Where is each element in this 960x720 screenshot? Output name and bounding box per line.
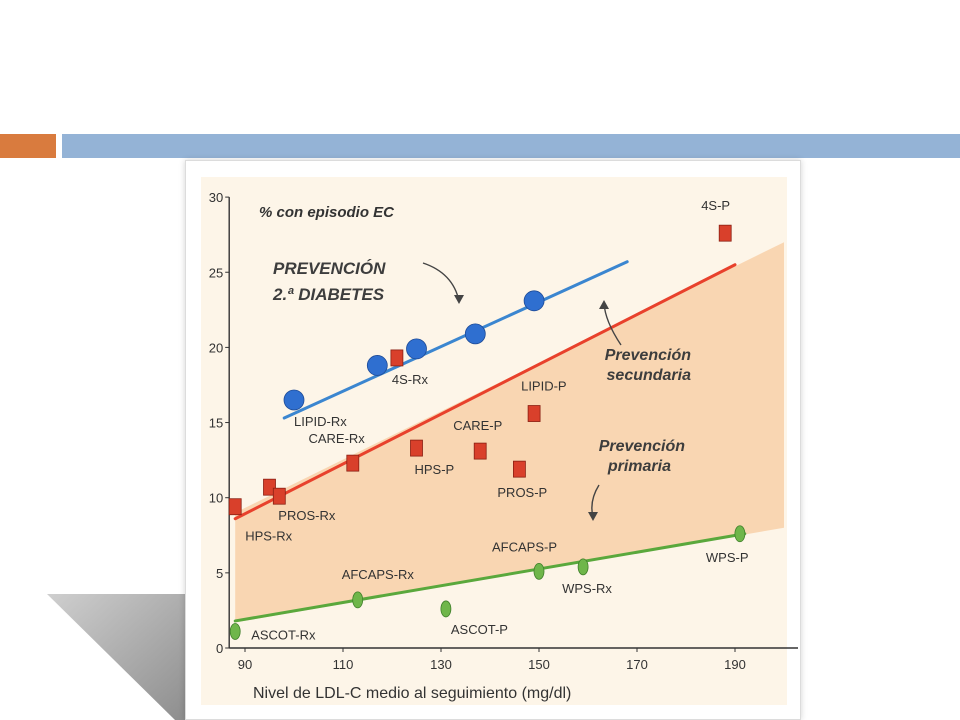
circle-marker [523,290,545,312]
point-label-ascot-rx: ASCOT-Rx [251,627,316,642]
circle-marker [464,323,486,345]
x-tick-label: 150 [528,657,550,672]
square-marker [228,498,242,516]
y-tick-label: 25 [209,265,223,280]
point-label-care-rx: CARE-Rx [308,431,365,446]
annotation-diabetes-line1: PREVENCIÓN [273,259,386,278]
annotation-secundaria-line2: secundaria [607,367,692,384]
point-label-wps-p: WPS-P [706,550,749,565]
x-tick-label: 190 [724,657,746,672]
y-tick-label: 10 [209,491,223,506]
point-label-4s-p: 4S-P [701,198,730,213]
x-tick-label: 130 [430,657,452,672]
point-label-4s-rx: 4S-Rx [392,372,429,387]
square-marker [263,478,276,496]
square-marker [410,439,423,457]
trend-line-primaria [233,532,747,623]
annotation-primaria-line1: Prevención [599,438,685,455]
square-marker [473,442,487,460]
ellipse-marker [533,562,545,580]
point-label-care-p: CARE-P [453,418,502,433]
square-marker [527,405,541,422]
trend-line-diabetes [282,260,629,420]
chart-figure: 05101520253090110130150170190210Nivel de… [185,160,801,720]
chart-title: % con episodio EC [259,204,395,221]
square-marker [346,454,360,472]
point-label-afcaps-rx: AFCAPS-Rx [342,567,415,582]
arrow-primaria-head [588,512,598,521]
y-tick-label: 20 [209,340,223,355]
point-label-wps-rx: WPS-Rx [562,581,612,596]
ellipse-marker [352,591,364,609]
y-tick-label: 15 [209,416,223,431]
x-axis-label: Nivel de LDL-C medio al seguimiento (mg/… [253,685,571,702]
square-marker [272,487,286,505]
circle-marker [366,355,388,376]
trend-line-secundaria [233,263,737,521]
point-label-pros-rx: PROS-Rx [278,508,336,523]
ellipse-marker [440,600,452,618]
annotation-diabetes-line2: 2.ª DIABETES [272,285,385,304]
annotation-primaria-line2: primaria [607,458,671,475]
y-tick-label: 0 [216,641,223,656]
square-marker [718,224,732,242]
square-marker [390,349,404,367]
y-tick-label: 5 [216,566,223,581]
x-tick-label: 90 [238,657,252,672]
arrow-secundaria-head [599,300,609,309]
point-label-afcaps-p: AFCAPS-P [492,539,557,554]
ellipse-marker [734,525,746,543]
ellipse-marker [577,558,589,576]
x-tick-label: 110 [333,657,354,672]
circle-marker [283,389,305,411]
point-label-ascot-p: ASCOT-P [451,622,508,637]
point-label-hps-rx: HPS-Rx [245,529,292,544]
point-label-lipid-rx: LIPID-Rx [294,414,347,429]
ellipse-marker [229,623,241,640]
circle-marker [406,338,427,360]
y-tick-label: 30 [209,190,223,205]
title-accent-bar [62,134,960,158]
annotation-secundaria-line1: Prevención [605,347,691,364]
square-marker [512,460,526,478]
arrow-diabetes-head [454,295,464,304]
point-label-pros-p: PROS-P [497,485,547,500]
title-accent-orange [0,134,56,158]
scatter-chart: 05101520253090110130150170190210Nivel de… [201,177,798,705]
x-tick-label: 170 [626,657,648,672]
prevention-band [235,242,784,623]
point-label-hps-p: HPS-P [415,462,455,477]
point-label-lipid-p: LIPID-P [521,379,567,394]
